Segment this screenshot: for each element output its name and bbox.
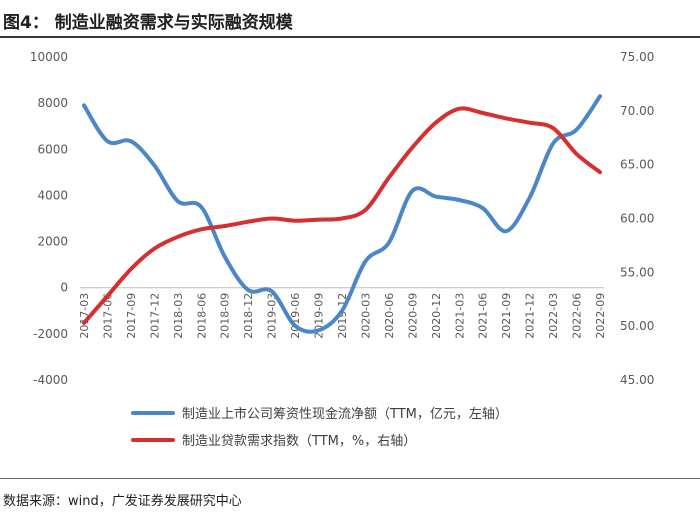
x-tick-label: 2017-09 (125, 293, 138, 339)
left-tick-label: 2000 (37, 235, 68, 249)
x-tick-label: 2019-06 (289, 293, 302, 339)
x-tick-label: 2020-03 (359, 293, 372, 339)
right-y-axis: 45.00 50.00 55.00 60.00 65.00 70.00 75.00 (620, 50, 654, 387)
right-tick-label: 60.00 (620, 212, 654, 226)
x-tick-label: 2021-06 (477, 293, 490, 339)
legend-label: 制造业上市公司筹资性现金流净额（TTM，亿元，左轴） (182, 406, 508, 422)
right-tick-label: 75.00 (620, 50, 654, 64)
left-tick-label: 0 (60, 281, 68, 295)
x-tick-label: 2018-03 (172, 293, 185, 339)
right-tick-label: 65.00 (620, 158, 654, 172)
title-divider (0, 36, 700, 38)
right-tick-label: 50.00 (620, 319, 654, 333)
series-line-loan-demand (82, 106, 602, 325)
legend-label: 制造业贷款需求指数（TTM，%，右轴） (182, 434, 416, 449)
x-tick-label: 2017-06 (101, 293, 114, 339)
x-tick-label: 2019-03 (266, 293, 279, 339)
figure-title: 图4： 制造业融资需求与实际融资规模 (3, 13, 293, 33)
x-tick-label: 2020-06 (383, 293, 396, 339)
x-tick-label: 2021-03 (453, 293, 466, 339)
source-divider (0, 478, 700, 479)
right-tick-label: 70.00 (620, 104, 654, 118)
x-tick-label: 2020-12 (430, 293, 443, 339)
figure-header: 图4： 制造业融资需求与实际融资规模 (0, 0, 700, 38)
left-y-axis: -4000 -2000 0 2000 4000 6000 8000 10000 (30, 50, 68, 387)
left-tick-label: 10000 (30, 50, 68, 64)
x-tick-label: 2018-12 (242, 293, 255, 339)
right-tick-label: 45.00 (620, 373, 654, 387)
x-tick-label: 2021-09 (500, 293, 513, 339)
legend: 制造业上市公司筹资性现金流净额（TTM，亿元，左轴） 制造业贷款需求指数（TTM，… (131, 406, 508, 449)
x-tick-label: 2022-03 (547, 293, 560, 339)
figure-source: 数据来源：wind，广发证券发展研究中心 (3, 494, 242, 509)
x-axis: 2017-03 2017-06 2017-09 2017-12 2018-03 2018-… (78, 287, 607, 339)
x-tick-label: 2020-09 (406, 293, 419, 339)
left-tick-label: 6000 (37, 142, 68, 156)
x-tick-label: 2018-06 (195, 293, 208, 339)
left-tick-label: 4000 (37, 188, 68, 202)
x-tick-label: 2017-12 (148, 293, 161, 339)
x-tick-label: 2022-06 (571, 293, 584, 339)
x-tick-label: 2018-09 (219, 293, 232, 339)
left-tick-label: -2000 (33, 327, 68, 341)
left-tick-label: 8000 (37, 96, 68, 110)
x-tick-label: 2022-09 (594, 293, 607, 339)
left-tick-label: -4000 (33, 373, 68, 387)
right-tick-label: 55.00 (620, 265, 654, 279)
x-tick-label: 2017-03 (78, 293, 91, 339)
series-layer (82, 94, 602, 334)
x-tick-label: 2021-12 (524, 293, 537, 339)
series-line-cashflow (82, 94, 602, 334)
